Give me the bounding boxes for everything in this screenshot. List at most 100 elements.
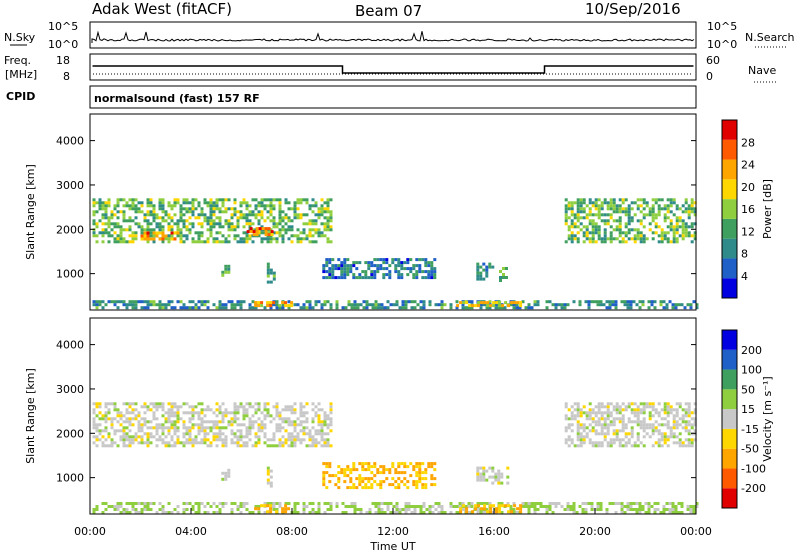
velocity-cell	[666, 408, 670, 412]
velocity-cell	[573, 417, 577, 421]
velocity-cell	[352, 465, 356, 469]
velocity-cell	[329, 405, 333, 409]
power-cell	[600, 213, 604, 217]
velocity-cell	[206, 444, 210, 448]
velocity-cell	[272, 438, 276, 442]
power-cell	[433, 258, 437, 262]
power-cell	[693, 207, 697, 211]
velocity-cell	[576, 411, 580, 415]
velocity-cell	[143, 441, 147, 445]
velocity-cell	[609, 441, 613, 445]
velocity-cell	[170, 435, 174, 439]
velocity-cell	[609, 411, 613, 415]
power-cell	[185, 306, 189, 310]
power-cell	[415, 276, 419, 280]
power-cell	[373, 276, 377, 280]
velocity-cell	[242, 444, 246, 448]
power-cell	[693, 213, 697, 217]
power-cell	[380, 303, 384, 307]
power-cell	[388, 273, 392, 277]
velocity-cell	[606, 426, 610, 430]
velocity-cell	[630, 432, 634, 436]
velocity-cell	[113, 429, 117, 433]
velocity-cell	[474, 504, 478, 508]
power-cell	[245, 216, 249, 220]
power-cell	[627, 213, 631, 217]
velocity-cell	[421, 471, 425, 475]
power-cell	[383, 306, 387, 310]
power-cell	[395, 303, 399, 307]
power-cell	[302, 237, 306, 241]
velocity-cell	[642, 423, 646, 427]
velocity-cell	[350, 505, 354, 508]
power-cell	[233, 237, 237, 241]
velocity-cell	[311, 408, 315, 412]
velocity-cell	[224, 408, 228, 412]
velocity-cell	[191, 444, 195, 448]
velocity-colorbar-tick: 100	[741, 364, 762, 377]
power-cell	[407, 300, 411, 304]
power-cell	[551, 303, 555, 307]
velocity-cell	[591, 429, 595, 433]
power-cell	[495, 301, 499, 305]
power-cell	[624, 198, 628, 202]
velocity-cell	[263, 426, 267, 430]
power-cell	[672, 240, 676, 244]
velocity-cell	[185, 441, 189, 445]
velocity-cell	[626, 505, 630, 508]
power-cell	[113, 204, 117, 208]
power-cell	[657, 240, 661, 244]
velocity-cell	[191, 426, 195, 430]
velocity-cell	[510, 510, 514, 514]
power-cell	[209, 216, 213, 220]
velocity-cell	[188, 411, 192, 415]
power-cell	[248, 213, 252, 217]
velocity-cell	[386, 502, 390, 505]
power-cell	[394, 264, 398, 268]
velocity-cell	[212, 438, 216, 442]
power-cell	[665, 303, 669, 307]
velocity-cell	[107, 505, 111, 508]
velocity-cell	[379, 480, 383, 484]
power-cell	[684, 234, 688, 238]
velocity-cell	[576, 402, 580, 406]
power-cell	[404, 306, 408, 310]
velocity-cell	[588, 441, 592, 445]
power-cell	[149, 303, 153, 307]
power-cell	[107, 225, 111, 229]
power-cell	[675, 237, 679, 241]
velocity-cell	[116, 429, 120, 433]
power-cell	[573, 222, 577, 226]
velocity-cell	[334, 474, 338, 478]
velocity-cell	[476, 508, 480, 511]
power-cell	[239, 204, 243, 208]
velocity-cell	[164, 444, 168, 448]
velocity-cell	[482, 469, 486, 473]
velocity-cell	[176, 441, 180, 445]
velocity-cell	[594, 432, 598, 436]
velocity-cell	[191, 438, 195, 442]
velocity-cell	[415, 465, 419, 469]
power-colorbar-tick: 16	[741, 203, 755, 216]
velocity-cell	[639, 426, 643, 430]
velocity-cell	[657, 414, 661, 418]
velocity-cell	[506, 466, 510, 470]
velocity-cell	[489, 507, 493, 511]
velocity-cell	[188, 426, 192, 430]
velocity-cell	[635, 502, 639, 505]
power-cell	[684, 207, 688, 211]
velocity-cell	[143, 432, 147, 436]
power-cell	[370, 264, 374, 268]
power-cell	[161, 210, 165, 214]
power-cell	[113, 237, 117, 241]
power-cell	[403, 261, 407, 265]
velocity-cell	[653, 511, 657, 514]
velocity-cell	[594, 441, 598, 445]
velocity-cell	[428, 511, 432, 514]
velocity-cell	[479, 475, 483, 479]
power-cell	[263, 306, 267, 310]
power-cell	[654, 225, 658, 229]
velocity-xtick-label: 08:00	[276, 525, 308, 538]
velocity-cell	[367, 462, 371, 466]
